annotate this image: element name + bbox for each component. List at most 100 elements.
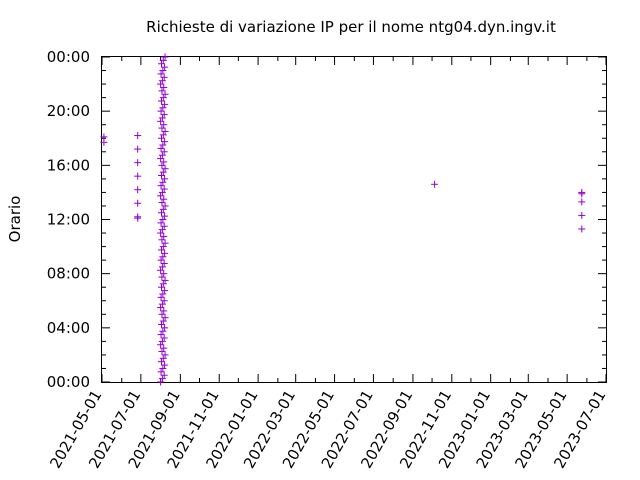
data-point bbox=[160, 158, 168, 166]
data-point bbox=[159, 205, 167, 213]
data-point bbox=[161, 314, 169, 322]
data-point bbox=[161, 127, 169, 135]
data-point bbox=[159, 67, 167, 75]
data-point bbox=[158, 337, 166, 345]
data-point bbox=[158, 124, 166, 132]
data-point bbox=[158, 358, 166, 366]
data-point bbox=[160, 83, 168, 91]
data-point bbox=[158, 320, 166, 328]
data-point bbox=[158, 188, 166, 196]
plot-frame bbox=[101, 56, 607, 383]
y-tick-label: 20:00 bbox=[47, 102, 90, 120]
y-tick-label: 16:00 bbox=[47, 156, 90, 174]
y-tick-label: 04:00 bbox=[47, 319, 90, 337]
data-point bbox=[158, 97, 166, 105]
data-point bbox=[158, 209, 166, 217]
data-point bbox=[158, 151, 166, 159]
data-point bbox=[160, 73, 168, 81]
data-point bbox=[159, 280, 167, 288]
y-tick-label: 12:00 bbox=[47, 211, 90, 229]
data-point bbox=[157, 331, 165, 339]
axis-ticks bbox=[101, 56, 607, 383]
data-point bbox=[160, 371, 168, 379]
data-point bbox=[158, 134, 166, 142]
y-tick-labels: 00:00 04:00 08:00 12:00 16:00 20:00 00:00 bbox=[47, 48, 90, 391]
data-point bbox=[159, 317, 167, 325]
data-point bbox=[161, 63, 169, 71]
data-point bbox=[160, 344, 168, 352]
data-point bbox=[157, 229, 165, 237]
data-point bbox=[157, 368, 165, 376]
data-point bbox=[161, 249, 169, 257]
data-point bbox=[161, 165, 169, 173]
y-tick-label: 00:00 bbox=[47, 373, 90, 391]
data-point bbox=[157, 256, 165, 264]
data-point bbox=[157, 192, 165, 200]
data-point bbox=[158, 283, 166, 291]
data-point bbox=[157, 70, 165, 78]
data-point bbox=[159, 364, 167, 372]
data-point bbox=[160, 307, 168, 315]
data-point bbox=[158, 273, 166, 281]
data-point bbox=[159, 94, 167, 102]
data-point bbox=[578, 211, 586, 219]
data-point bbox=[160, 111, 168, 119]
data-point bbox=[158, 246, 166, 254]
chart-title: Richieste di variazione IP per il nome n… bbox=[146, 18, 556, 36]
data-point bbox=[134, 145, 142, 153]
data-point bbox=[161, 53, 169, 61]
data-point bbox=[160, 260, 168, 268]
data-point bbox=[158, 60, 166, 68]
data-point bbox=[161, 324, 169, 332]
data-points bbox=[100, 53, 586, 386]
data-point bbox=[159, 327, 167, 335]
data-point bbox=[159, 56, 167, 64]
data-point bbox=[161, 361, 169, 369]
data-point bbox=[157, 304, 165, 312]
data-point bbox=[160, 334, 168, 342]
data-point bbox=[431, 180, 439, 188]
data-point bbox=[157, 107, 165, 115]
data-point bbox=[157, 341, 165, 349]
data-point bbox=[161, 138, 169, 146]
data-point bbox=[134, 186, 142, 194]
data-point bbox=[161, 175, 169, 183]
y-tick-label: 00:00 bbox=[47, 48, 90, 66]
data-point bbox=[157, 182, 165, 190]
data-point bbox=[159, 243, 167, 251]
data-point bbox=[161, 276, 169, 284]
data-point bbox=[158, 348, 166, 356]
data-point bbox=[159, 168, 167, 176]
data-point bbox=[158, 236, 166, 244]
x-tick-labels: 2021-05-012021-07-012021-09-012021-11-01… bbox=[46, 387, 609, 472]
data-point bbox=[159, 253, 167, 261]
data-point bbox=[161, 212, 169, 220]
data-point bbox=[159, 216, 167, 223]
data-point bbox=[157, 117, 165, 125]
data-point bbox=[158, 161, 166, 169]
data-point bbox=[161, 100, 169, 108]
data-point bbox=[160, 297, 168, 305]
data-point bbox=[160, 195, 168, 203]
data-point bbox=[160, 185, 168, 193]
data-point bbox=[578, 198, 586, 206]
data-point bbox=[159, 104, 167, 112]
y-axis-label: Orario bbox=[6, 196, 24, 243]
data-point bbox=[158, 263, 166, 271]
y-tick-label: 08:00 bbox=[47, 265, 90, 283]
data-point bbox=[134, 199, 142, 207]
data-point bbox=[134, 213, 142, 221]
data-point bbox=[158, 199, 166, 207]
data-point bbox=[157, 144, 165, 152]
data-point bbox=[157, 293, 165, 301]
data-point bbox=[160, 148, 168, 156]
data-point bbox=[161, 287, 169, 295]
data-point bbox=[578, 188, 586, 196]
data-point bbox=[134, 132, 142, 140]
data-point bbox=[134, 172, 142, 180]
data-point bbox=[161, 239, 169, 247]
data-point bbox=[159, 131, 167, 139]
data-point bbox=[157, 219, 165, 227]
data-point bbox=[159, 141, 167, 149]
